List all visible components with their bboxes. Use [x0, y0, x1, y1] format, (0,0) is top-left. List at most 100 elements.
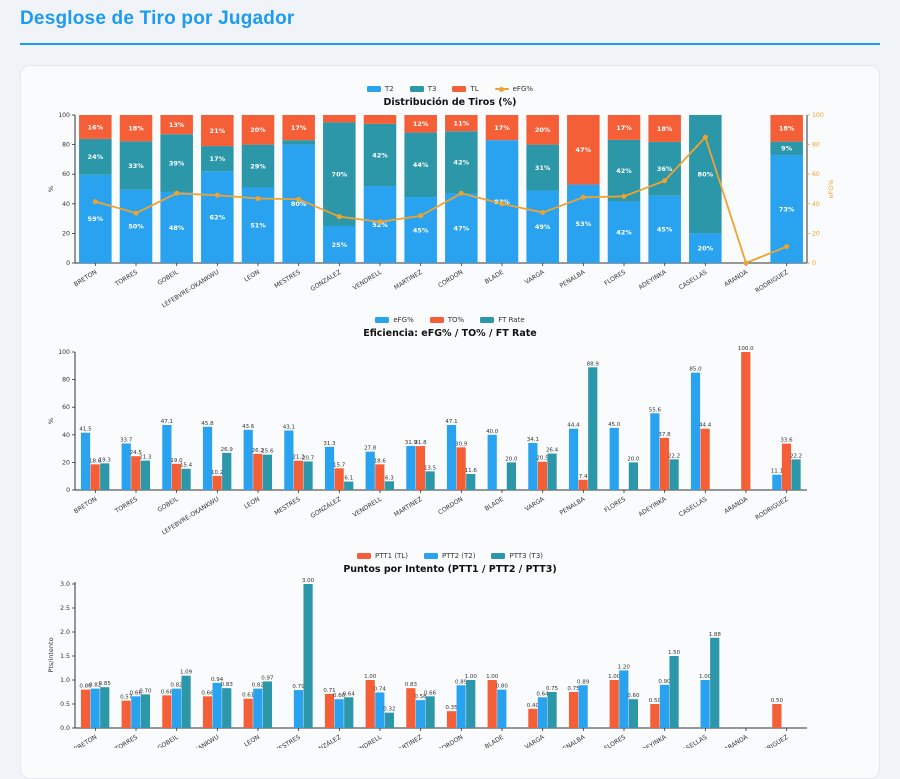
efg-line-marker [621, 193, 627, 199]
svg-text:FLORES: FLORES [603, 496, 627, 515]
legend-item: PTT1 (TL) [356, 552, 408, 560]
svg-text:52%: 52% [372, 221, 388, 229]
grouped-bar [344, 697, 354, 728]
svg-text:RODRIGUEZ: RODRIGUEZ [754, 496, 790, 522]
legend-swatch [423, 553, 438, 559]
svg-text:37.8: 37.8 [658, 432, 671, 438]
stacked-bar-segment [160, 191, 193, 263]
efg-line-marker [499, 201, 505, 207]
grouped-bar [415, 446, 426, 490]
stacked-bar-segment [607, 201, 641, 263]
svg-text:eFG%: eFG% [827, 180, 835, 199]
stacked-bar-segment [404, 197, 437, 263]
grouped-bar [140, 460, 150, 490]
grouped-bar [262, 454, 272, 490]
stacked-bar-segment [323, 122, 356, 226]
svg-text:59%: 59% [88, 215, 104, 223]
svg-text:MESTRES: MESTRES [273, 734, 301, 748]
stacked-bar-segment [445, 193, 478, 263]
svg-text:0: 0 [66, 260, 70, 267]
svg-text:0.32: 0.32 [383, 707, 395, 713]
grouped-bar [90, 688, 100, 728]
grouped-bar [669, 459, 679, 490]
svg-text:BLADE: BLADE [484, 496, 505, 513]
svg-text:0.97: 0.97 [261, 675, 274, 681]
svg-text:2.0: 2.0 [60, 629, 70, 636]
grouped-bar [628, 462, 638, 490]
svg-text:0.70: 0.70 [139, 688, 152, 694]
efg-line-marker [784, 244, 790, 250]
grouped-bar [171, 688, 182, 728]
grouped-bar [324, 446, 335, 490]
svg-text:ADEYINKA: ADEYINKA [637, 268, 668, 291]
svg-text:ADEYINKA: ADEYINKA [637, 733, 668, 748]
svg-text:0.64: 0.64 [536, 691, 549, 697]
svg-text:ARANDA: ARANDA [723, 733, 749, 748]
grouped-bar [578, 479, 588, 490]
svg-text:0.85: 0.85 [99, 681, 112, 687]
svg-text:0.90: 0.90 [658, 679, 671, 685]
efg-line [95, 135, 788, 265]
svg-text:0.83: 0.83 [221, 682, 234, 688]
svg-text:VARGA: VARGA [524, 495, 547, 513]
grouped-bar [181, 468, 191, 490]
svg-text:33%: 33% [128, 162, 144, 170]
svg-text:1.5: 1.5 [60, 653, 70, 660]
svg-text:0.82: 0.82 [252, 683, 264, 689]
svg-text:0.66: 0.66 [130, 690, 143, 696]
svg-text:GONZÁLEZ: GONZÁLEZ [308, 732, 342, 748]
grouped-bar [131, 696, 141, 728]
grouped-bar [162, 695, 172, 728]
svg-text:42%: 42% [454, 159, 470, 167]
svg-text:GONZÁLEZ: GONZÁLEZ [308, 494, 342, 520]
chart-eficiencia-legend: eFG% TO% FT Rate [21, 313, 879, 327]
grouped-bar [181, 675, 191, 728]
svg-text:33.6: 33.6 [780, 438, 793, 444]
svg-text:26.2: 26.2 [252, 448, 264, 454]
svg-text:FLORES: FLORES [603, 734, 627, 748]
svg-text:0.82: 0.82 [170, 683, 182, 689]
svg-text:0.82: 0.82 [89, 683, 101, 689]
legend-item: T3 [409, 85, 436, 93]
grouped-bar [121, 443, 131, 490]
stacked-bar-segment [363, 186, 397, 263]
svg-text:80: 80 [812, 142, 820, 149]
dashboard-card: T2 T3 TL eFG% Distribución de Tiros (%) 0 20… [20, 65, 880, 779]
svg-text:7.4: 7.4 [579, 474, 588, 480]
svg-text:1.88: 1.88 [709, 632, 722, 638]
efg-line-marker [662, 178, 668, 184]
stacked-bar-segment [241, 115, 275, 145]
grouped-bar [669, 656, 679, 728]
svg-text:2.5: 2.5 [60, 605, 70, 612]
grouped-bar [609, 427, 619, 490]
stacked-bar-segment [526, 190, 559, 263]
svg-text:21%: 21% [210, 127, 226, 135]
stacked-bar-segment [648, 115, 681, 142]
grouped-bar [293, 690, 304, 728]
svg-text:3.00: 3.00 [302, 578, 315, 584]
svg-text:22.2: 22.2 [668, 453, 680, 459]
efg-line-marker [580, 194, 586, 200]
svg-text:0.75: 0.75 [546, 686, 559, 692]
page-title: Desglose de Tiro por Jugador [20, 8, 295, 29]
grouped-bar [334, 699, 344, 728]
efg-line-marker [458, 190, 464, 196]
grouped-bar [222, 688, 232, 728]
efg-line-marker [702, 134, 708, 140]
svg-text:CORDON: CORDON [437, 496, 465, 517]
legend-swatch [409, 86, 424, 92]
svg-text:13%: 13% [169, 121, 185, 129]
svg-text:17%: 17% [616, 124, 632, 132]
svg-text:40: 40 [812, 201, 820, 208]
svg-text:80%: 80% [698, 171, 714, 179]
svg-text:%: % [47, 186, 55, 192]
grouped-bar [262, 681, 272, 728]
svg-text:43.6: 43.6 [242, 424, 255, 430]
efg-line-marker [92, 199, 98, 205]
svg-text:0.80: 0.80 [79, 684, 92, 690]
svg-text:0.35: 0.35 [445, 705, 458, 711]
grouped-bar [375, 464, 385, 490]
svg-text:0.61: 0.61 [242, 693, 254, 699]
svg-text:VENDRELL: VENDRELL [352, 495, 384, 519]
